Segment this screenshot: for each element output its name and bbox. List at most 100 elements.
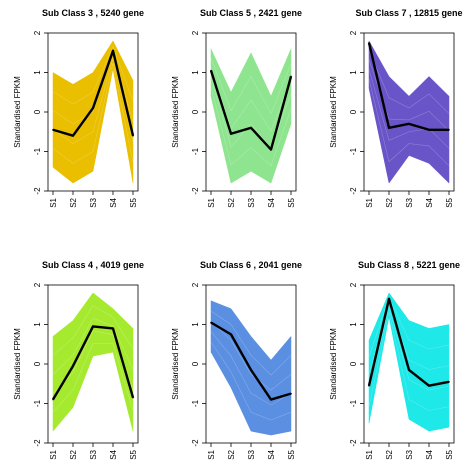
- y-tick-label: -2: [191, 439, 200, 447]
- y-tick-label: 0: [191, 361, 200, 366]
- y-tick-label: 0: [33, 109, 42, 114]
- x-tick-label: S4: [267, 449, 276, 459]
- profile-texture-line: [52, 305, 134, 356]
- y-tick-label: -1: [349, 147, 358, 155]
- y-tick-label: -2: [33, 439, 42, 447]
- series-point: [368, 42, 370, 44]
- x-tick-label: S2: [69, 449, 78, 459]
- x-tick-label: S3: [247, 449, 256, 459]
- profile-texture-line: [210, 310, 292, 376]
- y-tick-label: -2: [349, 187, 358, 195]
- y-tick-label: -2: [349, 439, 358, 447]
- y-tick-label: 1: [349, 322, 358, 327]
- y-tick-label: 2: [33, 282, 42, 287]
- y-axis-label: Standardised FPKM: [13, 76, 22, 148]
- chart-panel: Sub Class 6 , 2041 gene Standardised FPKM…: [171, 260, 302, 460]
- chart-title: Sub Class 5 , 2421 gene: [200, 8, 302, 18]
- chart-title: Sub Class 3 , 5240 gene: [42, 8, 144, 18]
- series-point: [448, 380, 450, 383]
- profile-texture-line: [368, 69, 450, 149]
- x-tick-label: S2: [69, 197, 78, 207]
- x-tick-label: S3: [247, 197, 256, 207]
- series-point: [388, 127, 390, 129]
- x-tick-label: S2: [385, 449, 394, 459]
- profile-texture-line: [368, 296, 450, 357]
- profile-band: [52, 292, 134, 432]
- series-point: [132, 134, 134, 137]
- profile-texture-line: [210, 321, 292, 391]
- chart-title: Sub Class 8 , 5221 gene: [358, 260, 460, 270]
- chart-panel: Sub Class 3 , 5240 gene Standardised FPKM…: [13, 8, 144, 208]
- x-tick-label: S5: [445, 197, 454, 207]
- y-tick-label: 2: [191, 30, 200, 35]
- x-tick-label: S1: [365, 449, 374, 459]
- chart-panel: Sub Class 5 , 2421 gene Standardised FPKM…: [171, 8, 302, 208]
- y-axis-label: Standardised FPKM: [329, 76, 338, 148]
- y-tick-label: 1: [191, 70, 200, 75]
- y-tick-label: 2: [191, 282, 200, 287]
- series-point: [230, 333, 232, 336]
- series-point: [448, 128, 450, 131]
- series-point: [428, 128, 430, 131]
- y-tick-label: -1: [191, 399, 200, 407]
- profile-band: [368, 39, 450, 184]
- profile-texture-line: [52, 343, 134, 413]
- y-tick-label: 2: [33, 30, 42, 35]
- x-tick-label: S4: [109, 197, 118, 207]
- y-tick-label: 1: [33, 322, 42, 327]
- series-point: [132, 396, 134, 399]
- profile-texture-line: [368, 78, 450, 166]
- y-tick-label: 0: [33, 361, 42, 366]
- series-point: [408, 123, 410, 125]
- y-tick-label: 0: [349, 361, 358, 366]
- profile-texture-line: [52, 45, 134, 105]
- x-tick-label: S5: [129, 449, 138, 459]
- series-point: [388, 298, 390, 300]
- x-tick-label: S4: [425, 449, 434, 459]
- series-point: [112, 327, 114, 330]
- series-point: [408, 369, 410, 371]
- x-tick-label: S3: [405, 197, 414, 207]
- profile-texture-line: [210, 331, 292, 406]
- profile-texture-line: [210, 67, 292, 132]
- x-tick-label: S1: [49, 197, 58, 207]
- x-tick-label: S1: [49, 449, 58, 459]
- x-tick-label: S5: [445, 449, 454, 459]
- x-tick-label: S2: [227, 449, 236, 459]
- y-axis-label: Standardised FPKM: [13, 328, 22, 400]
- profile-texture-line: [368, 50, 450, 114]
- profile-band: [368, 292, 450, 432]
- chart-title: Sub Class 6 , 2041 gene: [200, 260, 302, 270]
- profile-texture-line: [210, 58, 292, 115]
- series-point: [92, 325, 94, 328]
- y-tick-label: -1: [349, 399, 358, 407]
- y-tick-label: 0: [191, 109, 200, 114]
- profile-texture-line: [210, 341, 292, 421]
- series-point: [112, 49, 114, 52]
- y-tick-label: -2: [191, 187, 200, 195]
- x-tick-label: S1: [207, 449, 216, 459]
- y-tick-label: 1: [191, 322, 200, 327]
- series-point: [72, 134, 74, 137]
- x-tick-label: S4: [425, 197, 434, 207]
- profile-band: [52, 40, 134, 184]
- series-point: [250, 369, 252, 371]
- series-point: [92, 107, 94, 109]
- y-tick-label: 0: [349, 109, 358, 114]
- x-tick-label: S1: [207, 197, 216, 207]
- series-point: [210, 69, 212, 72]
- x-tick-label: S5: [129, 197, 138, 207]
- y-axis-label: Standardised FPKM: [171, 328, 180, 400]
- series-point: [72, 365, 74, 367]
- x-tick-label: S5: [287, 197, 296, 207]
- x-tick-label: S5: [287, 449, 296, 459]
- series-point: [52, 128, 54, 131]
- series-point: [290, 75, 292, 78]
- x-tick-label: S4: [109, 449, 118, 459]
- chart-title: Sub Class 7 , 12815 gene: [355, 8, 462, 18]
- y-tick-label: 1: [349, 70, 358, 75]
- series-point: [250, 127, 252, 129]
- y-tick-label: 1: [33, 70, 42, 75]
- x-tick-label: S2: [385, 197, 394, 207]
